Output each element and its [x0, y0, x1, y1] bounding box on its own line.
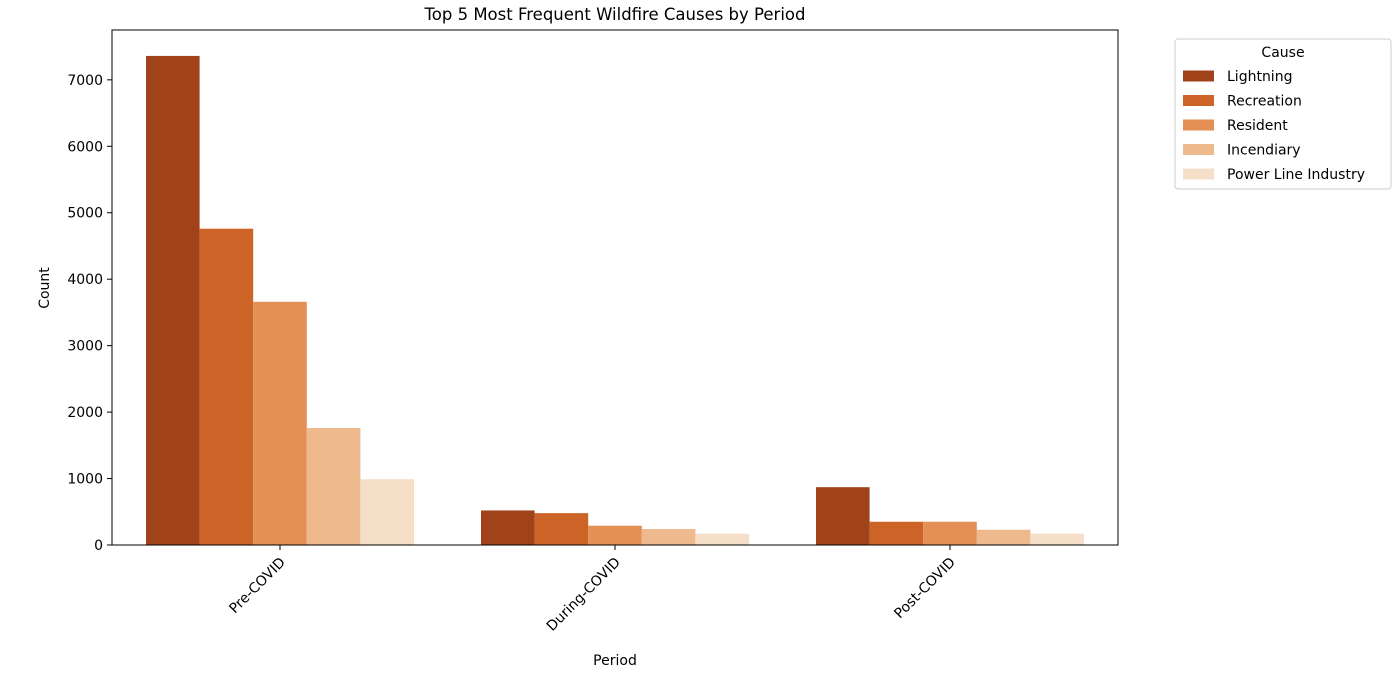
- y-axis: 0 1000 2000 3000 4000 5000 6000 7000: [67, 73, 112, 554]
- plot-area: [111, 29, 1119, 546]
- bar-pre-covid-incendiary: [306, 428, 361, 545]
- bar-post-covid-recreation: [869, 521, 924, 545]
- legend-swatch: [1183, 168, 1214, 180]
- x-tick-label: Post-COVID: [891, 555, 958, 622]
- bar-during-covid-resident: [588, 525, 642, 545]
- y-tick-label: 2000: [67, 405, 103, 421]
- bar-post-covid-lightning: [816, 487, 870, 545]
- bar-during-covid-recreation: [534, 513, 589, 545]
- legend-title: Cause: [1261, 45, 1304, 61]
- y-tick-label: 6000: [67, 139, 103, 155]
- bar-post-covid-incendiary: [976, 529, 1031, 545]
- legend-frame: [1174, 38, 1392, 190]
- legend-entry-label: Resident: [1227, 118, 1288, 134]
- bar-pre-covid-power-line-industry: [360, 479, 414, 545]
- y-tick-label: 5000: [67, 206, 103, 222]
- x-axis-label: Period: [593, 653, 637, 669]
- bar-during-covid-incendiary: [641, 529, 696, 545]
- bars: [146, 55, 1084, 546]
- y-tick-label: 0: [94, 538, 103, 554]
- bar-pre-covid-resident: [253, 301, 307, 545]
- bar-during-covid-power-line-industry: [695, 533, 749, 545]
- bar-during-covid-lightning: [481, 510, 535, 545]
- x-tick-label: During-COVID: [544, 555, 624, 635]
- y-axis-label: Count: [37, 267, 53, 309]
- y-tick-label: 3000: [67, 339, 103, 355]
- bar-post-covid-resident: [923, 521, 977, 545]
- chart-title: Top 5 Most Frequent Wildfire Causes by P…: [423, 5, 805, 24]
- legend-swatch: [1183, 95, 1214, 106]
- bar-pre-covid-recreation: [199, 228, 254, 545]
- legend-swatch: [1183, 144, 1214, 155]
- y-tick-label: 4000: [67, 272, 103, 288]
- x-axis: Pre-COVID During-COVID Post-COVID: [226, 545, 959, 635]
- legend-swatch: [1183, 70, 1214, 82]
- bar-pre-covid-lightning: [146, 55, 200, 546]
- x-tick-label: Pre-COVID: [226, 555, 288, 617]
- legend-entry-label: Power Line Industry: [1227, 167, 1365, 183]
- legend-entry-label: Lightning: [1227, 69, 1292, 85]
- legend-entry-label: Incendiary: [1227, 143, 1301, 159]
- y-tick-label: 7000: [67, 73, 103, 89]
- bar-post-covid-power-line-industry: [1030, 533, 1084, 545]
- legend: Cause Lightning Recreation Resident Incendi…: [1174, 38, 1392, 190]
- legend-entry-label: Recreation: [1227, 94, 1302, 110]
- legend-items: Lightning Recreation Resident Incendiary Pow…: [1183, 69, 1365, 183]
- y-tick-label: 1000: [67, 472, 103, 488]
- legend-swatch: [1183, 119, 1214, 131]
